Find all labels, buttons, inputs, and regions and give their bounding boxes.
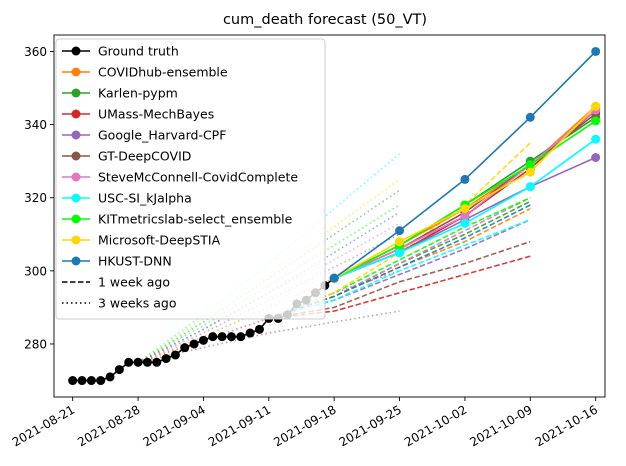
ground-truth-point <box>77 376 87 386</box>
ground-truth-point <box>161 354 171 364</box>
legend-label-covidhub-ensemble: COVIDhub-ensemble <box>98 65 228 80</box>
point-kitmetricslab-select-ensemble <box>591 116 601 126</box>
y-tick-label: 280 <box>24 337 47 351</box>
ground-truth-point <box>208 332 218 342</box>
legend-marker-stevemcconnell-covidcomplete <box>71 172 81 182</box>
legend-label-gt-deepcovid: GT-DeepCOVID <box>98 149 191 164</box>
point-microsoft-deepstia <box>525 167 535 177</box>
legend-marker-covidhub-ensemble <box>71 67 81 77</box>
legend-marker-ground-truth <box>71 46 81 56</box>
y-tick-label: 300 <box>24 264 47 278</box>
ground-truth-point <box>236 332 246 342</box>
legend-label-karlen-pypm: Karlen-pypm <box>98 86 178 101</box>
ground-truth-point <box>254 324 264 334</box>
ground-truth-point <box>189 339 199 349</box>
legend-label-1-week-ago: 1 week ago <box>98 275 170 290</box>
point-usc-si-kjalpha <box>395 248 405 258</box>
ground-truth-point <box>114 365 124 375</box>
ground-truth-point <box>68 376 78 386</box>
legend-label-ground-truth: Ground truth <box>98 44 179 59</box>
point-hkust-dnn <box>329 273 339 283</box>
legend-label-hkust-dnn: HKUST-DNN <box>98 254 172 269</box>
y-tick-label: 320 <box>24 191 47 205</box>
point-hkust-dnn <box>525 112 535 122</box>
point-hkust-dnn <box>460 174 470 184</box>
legend-marker-karlen-pypm <box>71 88 81 98</box>
legend-label-kitmetricslab-select-ensemble: KITmetricslab-select_ensemble <box>98 212 293 227</box>
ground-truth-point <box>170 350 180 360</box>
axes-frame <box>53 34 606 398</box>
point-hkust-dnn <box>395 226 405 236</box>
ground-truth-point <box>86 376 96 386</box>
series-line-kitmetricslab-select-ensemble-1-week-ago <box>268 196 531 320</box>
ground-truth-point <box>152 357 162 367</box>
legend-box <box>55 38 326 320</box>
legend-marker-hkust-dnn <box>71 256 81 266</box>
ground-truth-point <box>124 357 134 367</box>
ground-truth-point <box>96 376 106 386</box>
y-tick-label: 360 <box>24 45 47 59</box>
point-usc-si-kjalpha <box>460 218 470 228</box>
ground-truth-point <box>217 332 227 342</box>
point-hkust-dnn <box>591 46 601 56</box>
point-usc-si-kjalpha <box>525 182 535 192</box>
legend-label-3-weeks-ago: 3 weeks ago <box>98 296 177 311</box>
legend-marker-gt-deepcovid <box>71 151 81 161</box>
point-stevemcconnell-covidcomplete <box>460 211 470 221</box>
point-kitmetricslab-select-ensemble <box>525 160 535 170</box>
plot-area <box>68 46 601 386</box>
legend-label-umass-mechbayes: UMass-MechBayes <box>98 107 214 122</box>
legend-marker-kitmetricslab-select-ensemble <box>71 214 81 224</box>
y-tick-label: 340 <box>24 118 47 132</box>
chart-title: cum_death forecast (50_VT) <box>223 12 427 28</box>
point-microsoft-deepstia <box>460 204 470 214</box>
series-line-hkust-dnn-1-week-ago <box>268 204 531 320</box>
series-line-kitmetricslab-select-ensemble-3-weeks-ago <box>137 204 400 363</box>
ground-truth-point <box>142 357 152 367</box>
ground-truth-point <box>226 332 236 342</box>
ground-truth-point <box>133 357 143 367</box>
point-microsoft-deepstia <box>395 237 405 247</box>
legend-marker-google-harvard-cpf <box>71 130 81 140</box>
legend: Ground truth COVIDhub-ensemble Karlen-pypm… <box>55 38 326 320</box>
point-microsoft-deepstia <box>591 101 601 111</box>
legend-label-google-harvard-cpf: Google_Harvard-CPF <box>98 128 226 143</box>
legend-label-microsoft-deepstia: Microsoft-DeepSTIA <box>98 233 221 248</box>
ground-truth-point <box>198 335 208 345</box>
plot-series <box>68 46 601 386</box>
legend-label-usc-si-kjalpha: USC-SI_kJalpha <box>98 191 192 206</box>
point-usc-si-kjalpha <box>591 134 601 144</box>
legend-marker-usc-si-kjalpha <box>71 193 81 203</box>
ground-truth-point <box>180 343 190 353</box>
legend-marker-microsoft-deepstia <box>71 235 81 245</box>
legend-label-stevemcconnell-covidcomplete: SteveMcConnell-CovidComplete <box>98 170 298 185</box>
point-google-harvard-cpf <box>591 152 601 162</box>
ground-truth-point <box>105 372 115 382</box>
ground-truth-point <box>245 328 255 338</box>
legend-marker-umass-mechbayes <box>71 109 81 119</box>
